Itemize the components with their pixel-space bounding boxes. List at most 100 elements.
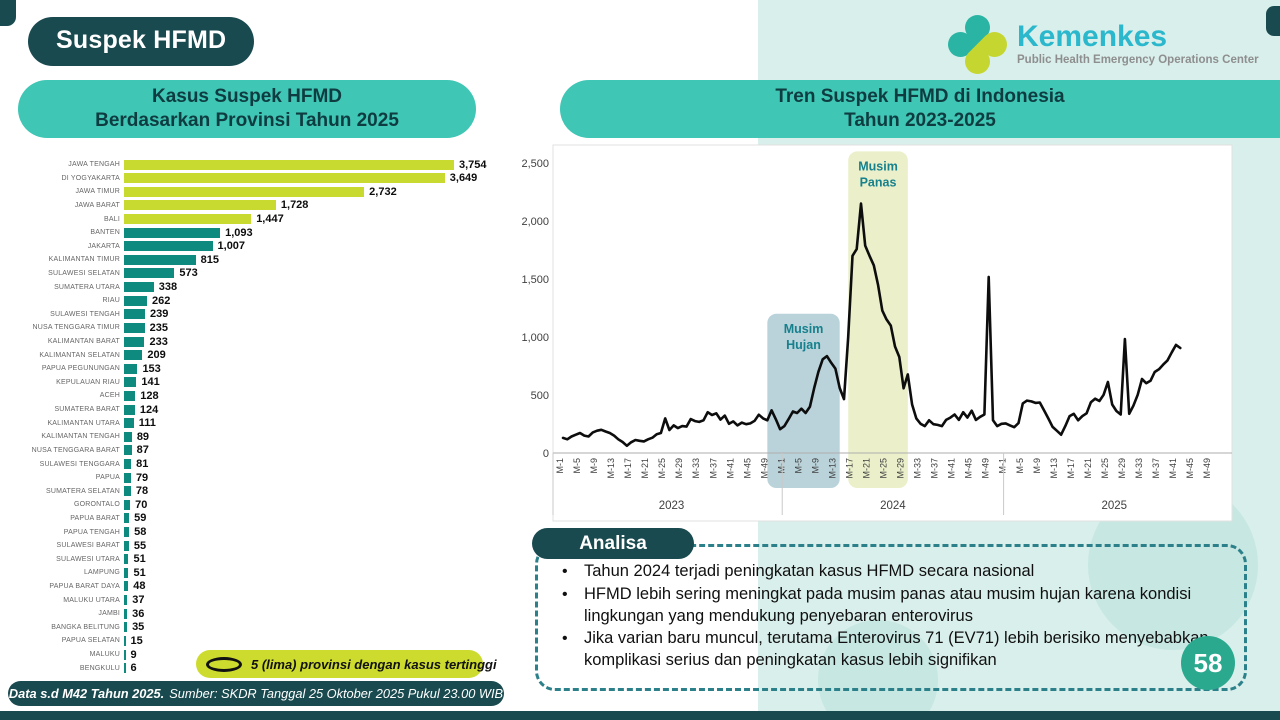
bar-label: PAPUA SELATAN <box>61 637 120 645</box>
y-tick-label: 1,000 <box>521 332 549 344</box>
bar-value: 2,732 <box>369 185 397 198</box>
right-chart-title: Tren Suspek HFMD di Indonesia Tahun 2023… <box>560 80 1280 138</box>
x-tick-label: M-1 <box>555 458 565 474</box>
x-tick-label: M-37 <box>1151 458 1161 479</box>
left-chart-title: Kasus Suspek HFMD Berdasarkan Provinsi T… <box>18 80 476 138</box>
bar <box>124 635 126 646</box>
x-tick-label: M-21 <box>640 458 650 479</box>
bar <box>124 336 145 347</box>
bar-value: 1,728 <box>280 199 309 212</box>
bar-value: 37 <box>132 594 145 607</box>
bar-label: MALUKU UTARA <box>63 596 120 604</box>
x-tick-label: M-5 <box>572 458 582 474</box>
bar-value: 59 <box>134 512 147 525</box>
bar-label: SUMATERA UTARA <box>54 283 120 291</box>
season-band <box>767 313 840 488</box>
bar <box>124 431 132 442</box>
bar <box>124 567 129 578</box>
bar-label: BANGKA BELITUNG <box>51 623 120 631</box>
bar <box>124 268 175 279</box>
y-tick-label: 500 <box>531 390 549 402</box>
bar-value: 153 <box>142 362 161 375</box>
year-label: 2024 <box>880 500 906 512</box>
bar-value: 48 <box>133 580 146 593</box>
bar-row: SUMATERA UTARA 338 <box>18 280 523 293</box>
bar-label: RIAU <box>102 297 120 305</box>
x-tick-label: M-45 <box>1185 458 1195 479</box>
bar-row: GORONTALO 70 <box>18 498 523 511</box>
x-tick-label: M-21 <box>1083 458 1093 479</box>
bar-label: ACEH <box>99 392 120 400</box>
bar-value: 815 <box>200 253 219 266</box>
bar <box>124 472 131 483</box>
analisa-title: Analisa <box>532 528 694 559</box>
page-title: Suspek HFMD <box>28 17 255 66</box>
x-tick-label: M-13 <box>606 458 616 479</box>
corner-accent-top-left <box>0 0 16 26</box>
bar-label: PAPUA BARAT <box>70 514 120 522</box>
bar <box>124 159 454 170</box>
corner-accent-top-right <box>1266 6 1280 36</box>
bar-row: PAPUA SELATAN 15 <box>18 634 523 647</box>
x-tick-label: M-45 <box>742 458 752 479</box>
bar-value: 124 <box>139 403 159 416</box>
bar-row: JAWA TENGAH 3,754 <box>18 158 523 171</box>
bar-row: LAMPUNG 51 <box>18 566 523 579</box>
bar-label: KEPULAUAN RIAU <box>56 378 120 386</box>
bar <box>124 499 131 510</box>
bar-label: DI YOGYAKARTA <box>61 174 120 182</box>
x-tick-label: M-49 <box>1202 458 1212 479</box>
bar-value: 239 <box>150 308 169 321</box>
analisa-bullet: Jika varian baru muncul, terutama Entero… <box>560 628 1230 672</box>
analisa-bullet: Tahun 2024 terjadi peningkatan kasus HFM… <box>560 561 1230 583</box>
bar-value: 3,754 <box>459 158 487 171</box>
bar-row: PAPUA PEGUNUNGAN 153 <box>18 362 523 375</box>
bar-value: 111 <box>138 417 156 430</box>
x-tick-label: M-41 <box>725 458 735 479</box>
bar-value: 209 <box>147 349 166 362</box>
bar <box>124 581 129 592</box>
trend-svg: Musim Hujan Musim Panas 0 500 1,000 1,500 2,000 2… <box>521 144 1233 522</box>
bar-label: BALI <box>104 215 120 223</box>
year-label: 2025 <box>1101 500 1127 512</box>
bar-label: KALIMANTAN SELATAN <box>39 351 120 359</box>
bar-row: NUSA TENGGARA BARAT 87 <box>18 444 523 457</box>
x-tick-label: M-41 <box>947 458 957 479</box>
bar-row: KALIMANTAN TENGAH 89 <box>18 430 523 443</box>
x-tick-label: M-37 <box>930 458 940 479</box>
bar-value: 51 <box>133 566 146 579</box>
bar <box>124 186 365 197</box>
bar-row: PAPUA 79 <box>18 471 523 484</box>
bar-label: BANTEN <box>90 229 120 237</box>
bar-label: PAPUA TENGAH <box>63 528 120 536</box>
x-tick-label: M-1 <box>776 458 786 474</box>
bar-label: JAKARTA <box>87 242 120 250</box>
kemenkes-clover-icon <box>942 9 1013 80</box>
x-tick-label: M-13 <box>1049 458 1059 479</box>
highlight-oval-icon <box>206 656 242 672</box>
bar-value: 1,007 <box>217 240 246 253</box>
top5-legend: 5 (lima) provinsi dengan kasus tertinggi <box>196 650 497 678</box>
bar <box>124 540 129 551</box>
bar <box>124 608 128 619</box>
bottom-accent-bar <box>0 711 1280 720</box>
bar-row: SULAWESI BARAT 55 <box>18 539 523 552</box>
bar-label: SULAWESI TENGAH <box>50 310 120 318</box>
year-label: 2023 <box>659 500 685 512</box>
bar-label: KALIMANTAN TENGAH <box>41 433 120 441</box>
x-tick-label: M-25 <box>1100 458 1110 479</box>
x-tick-label: M-33 <box>691 458 701 479</box>
bar-label: JAMBI <box>98 610 120 618</box>
bar-value: 1,093 <box>225 226 253 239</box>
bar-value: 70 <box>135 498 148 511</box>
bar-label: PAPUA BARAT DAYA <box>49 582 120 590</box>
bar <box>124 554 129 565</box>
x-tick-label: M-25 <box>879 458 889 479</box>
analisa-bullet-list: Tahun 2024 terjadi peningkatan kasus HFM… <box>538 547 1244 672</box>
bar-label: JAWA TENGAH <box>68 161 120 169</box>
bar-value: 141 <box>141 376 160 389</box>
bar <box>124 173 445 184</box>
bar-value: 338 <box>158 281 178 294</box>
x-tick-label: M-5 <box>793 458 803 474</box>
bar <box>124 377 137 388</box>
